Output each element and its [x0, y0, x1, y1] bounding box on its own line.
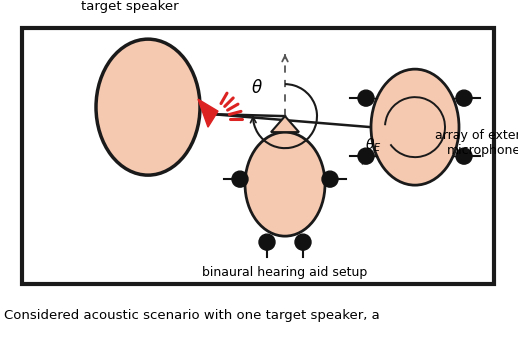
- Text: $\theta$: $\theta$: [251, 79, 263, 97]
- Circle shape: [358, 148, 374, 164]
- Text: $\theta_E$: $\theta_E$: [365, 137, 381, 154]
- Circle shape: [456, 148, 472, 164]
- Text: Considered acoustic scenario with one target speaker, a: Considered acoustic scenario with one ta…: [4, 310, 380, 322]
- Circle shape: [295, 234, 311, 250]
- Circle shape: [358, 90, 374, 106]
- Polygon shape: [271, 116, 299, 132]
- Circle shape: [322, 171, 338, 187]
- Circle shape: [456, 90, 472, 106]
- Text: target speaker: target speaker: [81, 0, 179, 13]
- Ellipse shape: [371, 69, 459, 185]
- Text: binaural hearing aid setup: binaural hearing aid setup: [203, 266, 368, 279]
- Text: array of external
microphones: array of external microphones: [435, 129, 518, 157]
- Circle shape: [259, 234, 275, 250]
- Circle shape: [232, 171, 248, 187]
- Polygon shape: [198, 99, 218, 127]
- Bar: [22, 28, 494, 284]
- Ellipse shape: [96, 39, 200, 175]
- Ellipse shape: [245, 132, 325, 236]
